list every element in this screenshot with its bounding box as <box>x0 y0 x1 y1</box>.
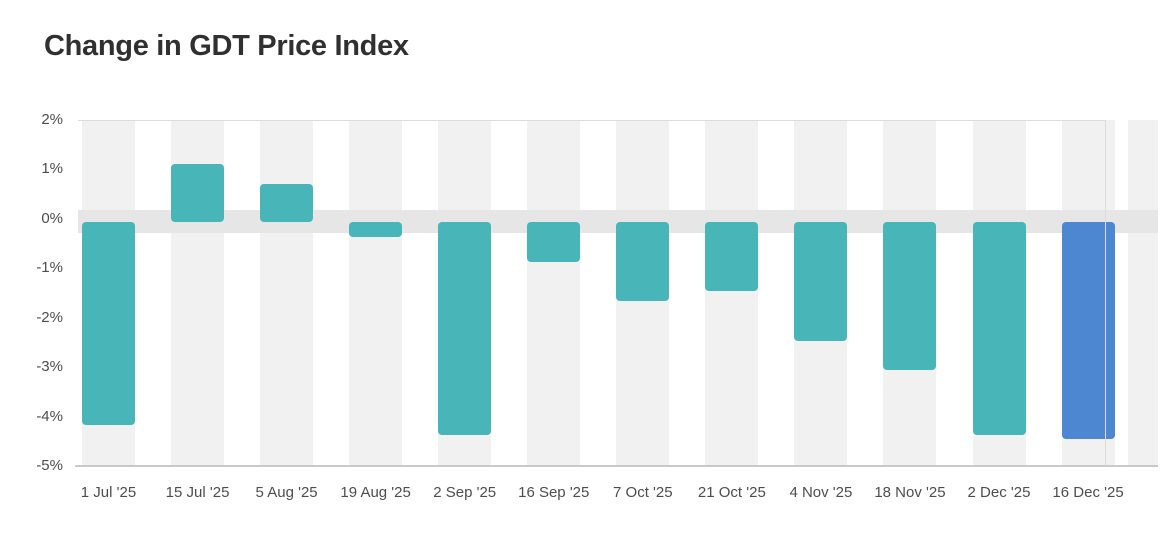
x-axis-tick-label: 16 Sep '25 <box>518 484 590 501</box>
x-axis-tick-label: 15 Jul '25 <box>165 484 230 501</box>
x-axis-tick-label: 16 Dec '25 <box>1052 484 1124 501</box>
bar-1-jul-25[interactable] <box>82 222 135 425</box>
bar-2-sep-25[interactable] <box>438 222 492 435</box>
top-gridline <box>78 120 1105 121</box>
bar-16-dec-25[interactable] <box>1061 222 1115 440</box>
chart-title: Change in GDT Price Index <box>44 30 409 62</box>
y-axis-tick-label: -3% <box>36 358 63 376</box>
x-axis-tick-label: 1 Jul '25 <box>80 484 137 501</box>
y-axis-tick-label: -1% <box>36 259 63 277</box>
y-axis-tick-label: -2% <box>36 308 63 326</box>
x-axis-tick-label: 4 Nov '25 <box>789 484 853 501</box>
x-axis-line <box>75 465 1158 467</box>
column-stripe <box>349 120 403 466</box>
bar-5-aug-25[interactable] <box>260 184 314 222</box>
bar-19-aug-25[interactable] <box>349 222 403 237</box>
x-axis-tick-label: 19 Aug '25 <box>340 484 411 501</box>
bar-2-dec-25[interactable] <box>972 222 1026 435</box>
y-axis-tick-label: -4% <box>36 407 63 425</box>
x-axis-tick-label: 2 Sep '25 <box>433 484 497 501</box>
x-axis-tick-label: 2 Dec '25 <box>967 484 1031 501</box>
x-axis-tick-label: 5 Aug '25 <box>255 484 318 501</box>
column-stripe <box>705 120 759 466</box>
column-stripe <box>260 120 314 466</box>
x-axis-tick-label: 21 Oct '25 <box>697 484 766 501</box>
bar-4-nov-25[interactable] <box>794 222 848 341</box>
y-axis-tick-label: -5% <box>36 457 63 474</box>
bar-16-sep-25[interactable] <box>527 222 581 262</box>
y-axis-tick-label: 0% <box>41 209 63 227</box>
y-axis-tick-label: 1% <box>41 160 63 178</box>
y-axis-tick-label: 2% <box>41 111 63 128</box>
bar-15-jul-25[interactable] <box>171 164 225 222</box>
column-stripe-partial <box>1128 120 1158 466</box>
bar-21-oct-25[interactable] <box>705 222 759 292</box>
x-axis-tick-label: 7 Oct '25 <box>613 484 673 501</box>
x-axis-tick-label: 18 Nov '25 <box>874 484 946 501</box>
bar-7-oct-25[interactable] <box>616 222 670 302</box>
column-stripe <box>527 120 581 466</box>
bar-18-nov-25[interactable] <box>883 222 937 371</box>
plot-right-border <box>1105 120 1106 466</box>
